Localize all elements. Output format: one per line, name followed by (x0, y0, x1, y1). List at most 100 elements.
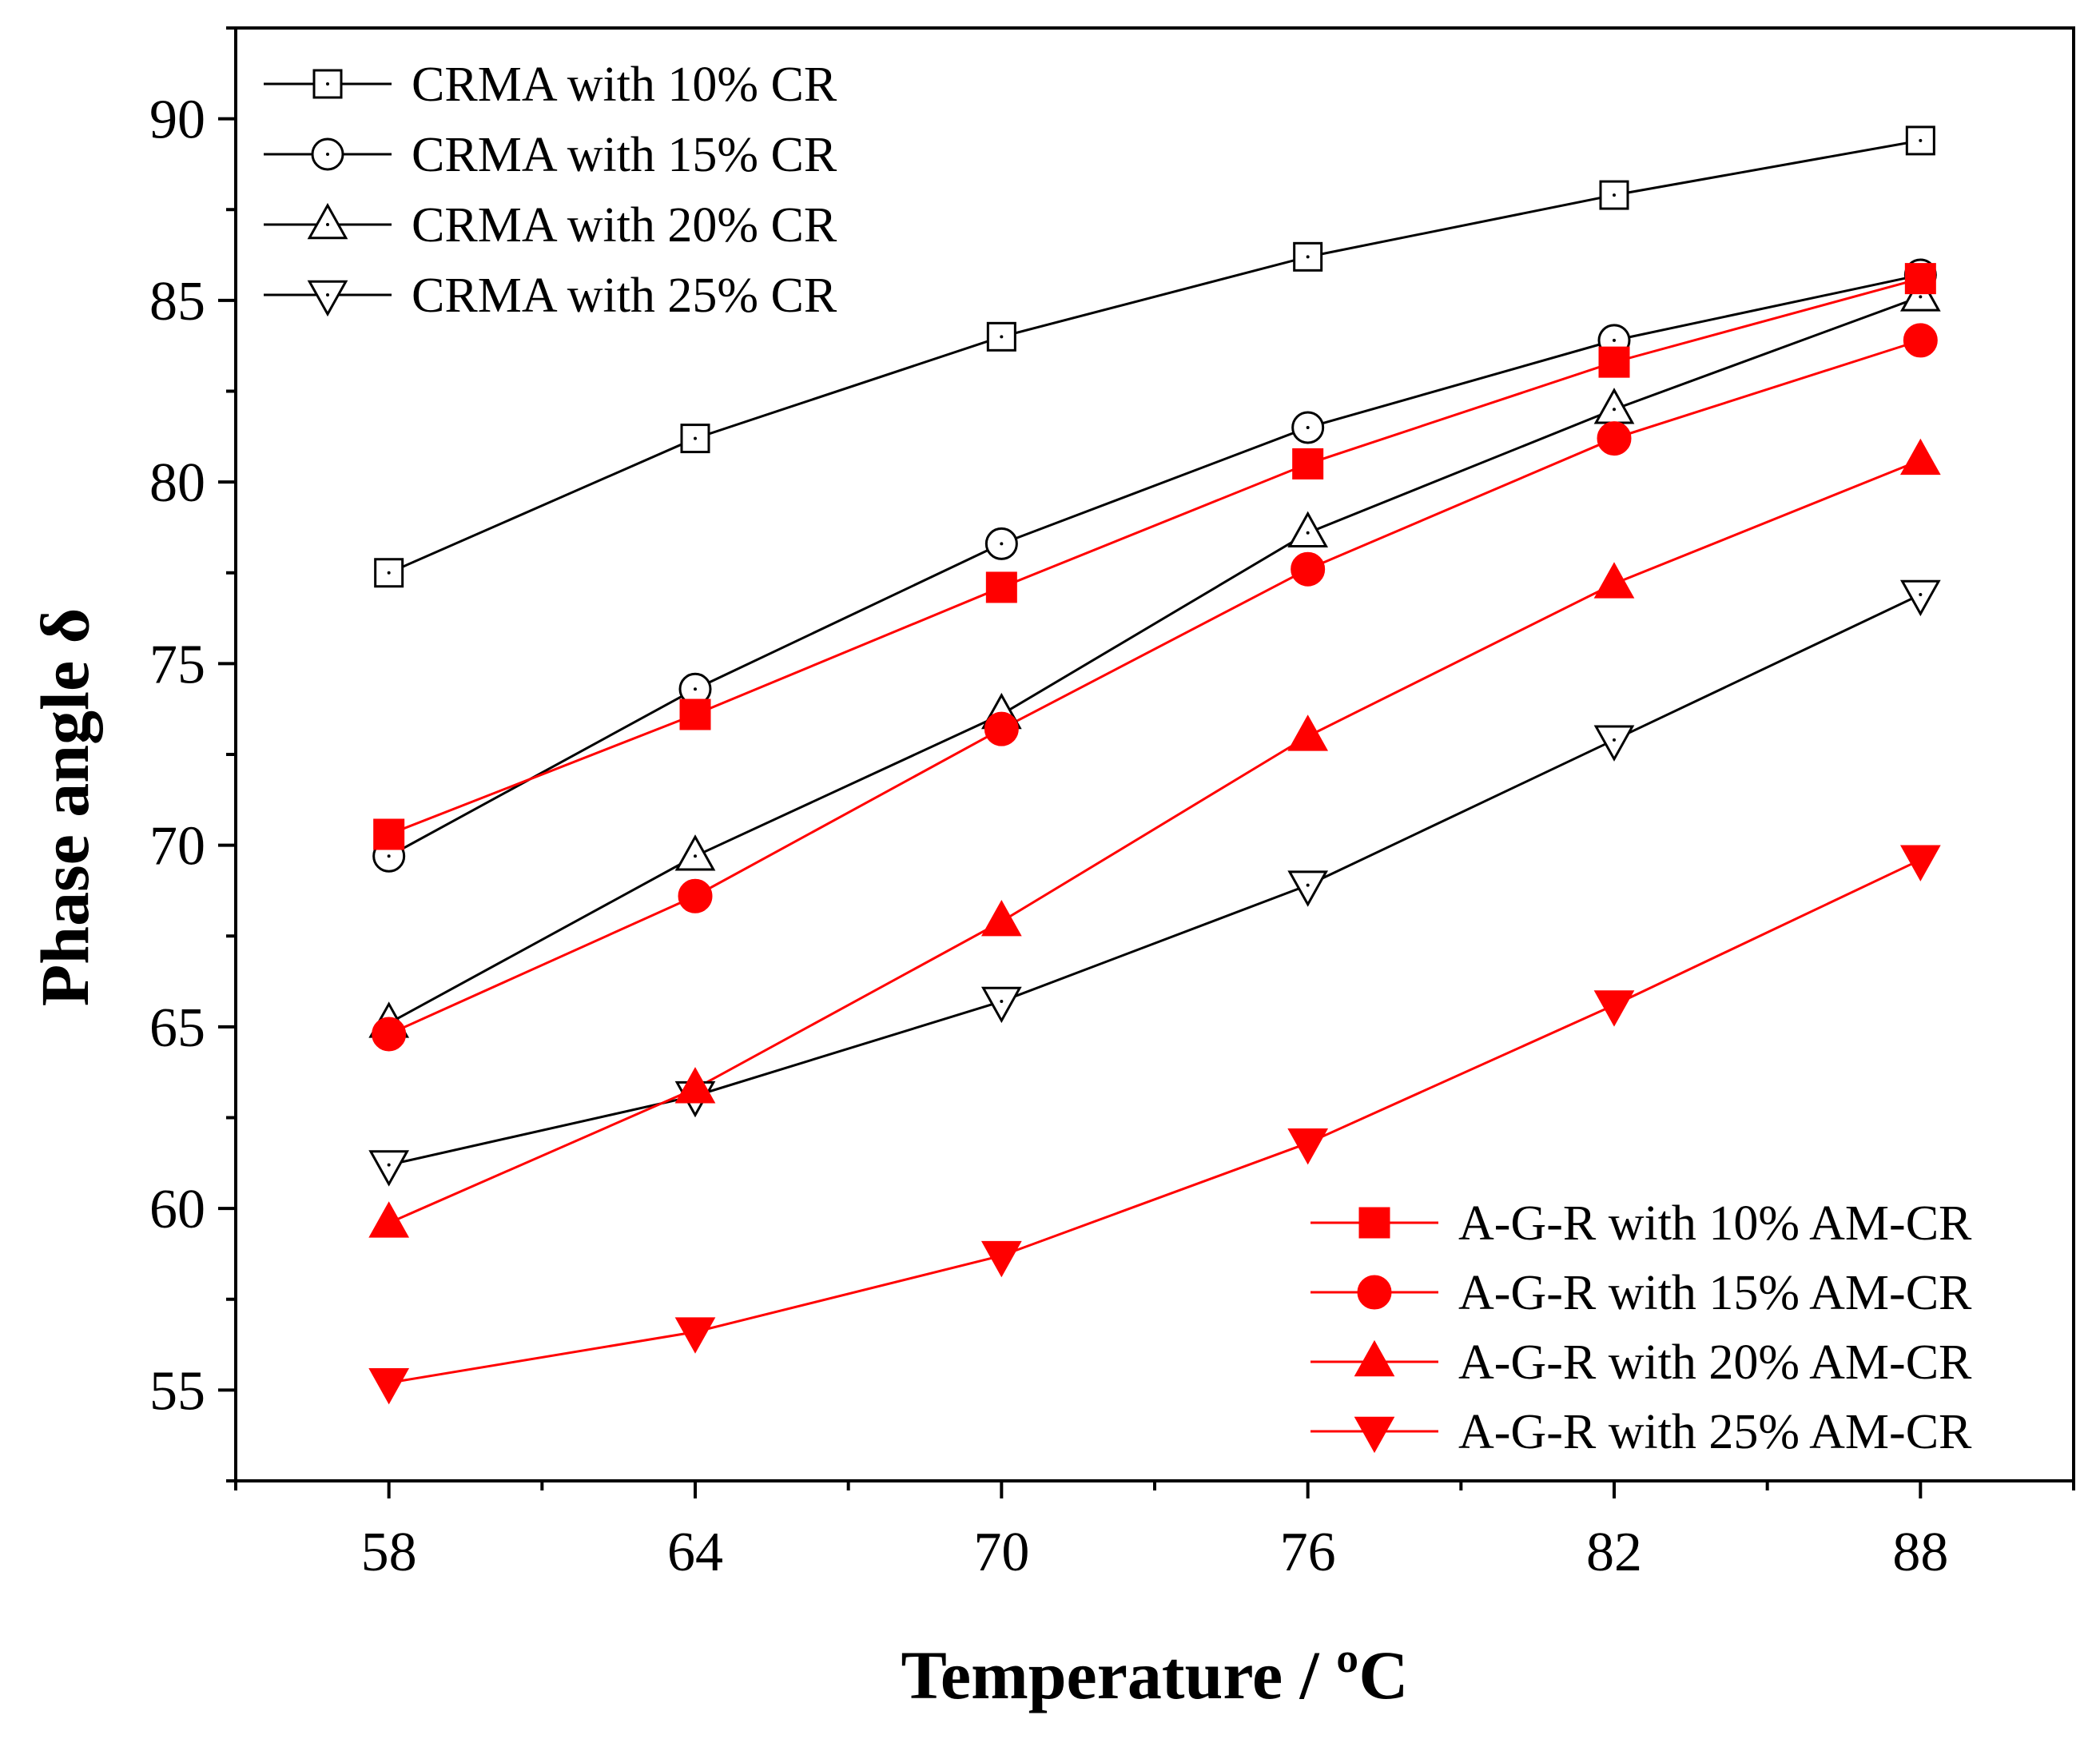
legend-item: CRMA with 15% CR (264, 128, 837, 182)
series-markers-8 (368, 845, 1941, 1405)
data-point (1287, 714, 1329, 751)
data-point-dot (694, 687, 697, 691)
data-point-dot (1613, 193, 1616, 197)
data-point (372, 1017, 407, 1052)
legend-label: A-G-R with 25% AM-CR (1458, 1405, 1972, 1459)
x-tick-label: 64 (667, 1522, 723, 1583)
series-line (388, 277, 1921, 836)
series-line (388, 339, 1921, 1036)
series-7 (388, 459, 1921, 1224)
legend-marker-dot (326, 223, 329, 226)
data-point (1903, 323, 1938, 358)
legend-item: CRMA with 20% CR (264, 198, 837, 253)
data-point (1904, 263, 1936, 295)
legend-item: A-G-R with 20% AM-CR (1311, 1335, 1972, 1390)
legend-marker (1357, 1275, 1392, 1310)
legend-bottom-right: A-G-R with 10% AM-CR A-G-R with 15% AM-CR… (1311, 1196, 1972, 1459)
y-tick-label: 70 (149, 816, 205, 877)
legend-item: A-G-R with 15% AM-CR (1311, 1266, 1972, 1320)
series-1 (388, 139, 1921, 575)
legend-label: A-G-R with 15% AM-CR (1458, 1266, 1972, 1320)
data-point-dot (1919, 593, 1923, 597)
data-point (980, 1240, 1022, 1278)
series-4 (388, 593, 1921, 1167)
data-point-dot (1306, 425, 1310, 429)
series-3 (388, 295, 1921, 1025)
legend-item: A-G-R with 25% AM-CR (1311, 1405, 1972, 1459)
x-tick-label: 88 (1892, 1522, 1948, 1583)
data-point-dot (1919, 138, 1923, 142)
data-point-dot (387, 571, 391, 575)
legend-marker (307, 202, 348, 240)
legend-label: A-G-R with 10% AM-CR (1458, 1196, 1972, 1251)
data-point (368, 1150, 410, 1187)
series-6 (388, 339, 1921, 1036)
legend-marker-dot (326, 153, 329, 156)
x-tick-label: 70 (973, 1522, 1029, 1583)
series-line (388, 593, 1921, 1167)
y-tick-label: 65 (149, 997, 205, 1059)
data-point-dot (1919, 295, 1923, 299)
series-line (388, 858, 1921, 1384)
data-point-dot (694, 854, 697, 858)
series-markers-6 (372, 323, 1938, 1052)
y-tick-label: 55 (149, 1360, 205, 1422)
x-tick-label: 82 (1586, 1522, 1642, 1583)
data-point (1287, 870, 1329, 907)
series-markers-5 (373, 263, 1936, 850)
legend-item: A-G-R with 10% AM-CR (1311, 1196, 1972, 1251)
data-point-dot (1306, 531, 1310, 535)
data-point (1899, 438, 1941, 476)
data-point (368, 1201, 410, 1238)
data-point (674, 1317, 716, 1354)
x-axis-title: Temperature / ºC (901, 1637, 1408, 1713)
y-tick-label: 75 (149, 634, 205, 695)
legend-label: CRMA with 10% CR (412, 58, 837, 112)
series-line (388, 273, 1921, 858)
legend-layer: CRMA with 10% CR CRMA with 15% CR CRMA wit… (264, 58, 1972, 1459)
series-markers-7 (368, 438, 1941, 1238)
data-point-dot (1613, 338, 1616, 342)
data-point (674, 1067, 716, 1104)
y-tick-label: 60 (149, 1179, 205, 1240)
data-point (368, 1367, 410, 1405)
data-point-dot (1306, 255, 1310, 259)
series-8 (388, 858, 1921, 1384)
data-point (373, 818, 405, 850)
data-point (980, 899, 1022, 937)
data-point-dot (1613, 738, 1616, 742)
series-line (388, 295, 1921, 1025)
series-markers-3 (368, 275, 1941, 1038)
data-point (984, 711, 1019, 746)
data-point (1593, 562, 1635, 599)
y-axis-title: Phase angle δ (26, 608, 103, 1007)
legend-label: CRMA with 25% CR (412, 269, 837, 323)
data-point (980, 986, 1022, 1024)
data-point (1593, 990, 1635, 1027)
data-point-dot (1000, 542, 1004, 546)
data-point (1598, 346, 1630, 378)
data-point (1291, 551, 1326, 587)
legend-marker (1358, 1207, 1390, 1239)
series-markers-4 (368, 579, 1941, 1187)
legend-marker-dot (326, 82, 329, 86)
x-tick-label: 58 (361, 1522, 417, 1583)
series-2 (388, 273, 1921, 858)
legend-label: CRMA with 15% CR (412, 128, 837, 182)
axes-layer: 58 64 70 76 82 88 55 60 65 70 75 80 85 90 (149, 26, 2075, 1583)
legend-marker (1354, 1339, 1395, 1377)
legend-item: CRMA with 25% CR (264, 269, 837, 323)
data-point (1599, 180, 1629, 210)
data-point-dot (1306, 883, 1310, 887)
series-markers-2 (372, 258, 1937, 873)
data-point (1899, 845, 1941, 881)
legend-top-left: CRMA with 10% CR CRMA with 15% CR CRMA wit… (264, 58, 837, 323)
legend-item: CRMA with 10% CR (264, 58, 837, 112)
series-markers-1 (374, 125, 1935, 588)
data-point-dot (387, 854, 391, 858)
series-layer (368, 125, 1941, 1405)
data-point-dot (694, 436, 697, 440)
data-point-dot (1000, 1000, 1004, 1004)
data-point (1292, 448, 1324, 480)
